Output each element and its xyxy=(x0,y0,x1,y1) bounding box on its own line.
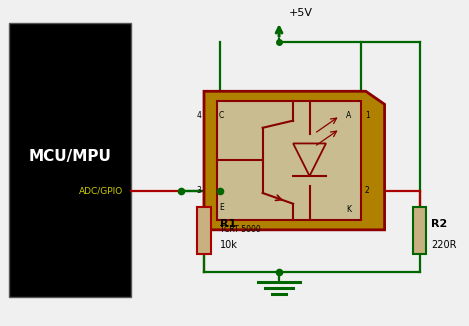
Text: A: A xyxy=(346,111,351,120)
Bar xyxy=(413,207,426,254)
Text: 220R: 220R xyxy=(431,240,457,250)
Bar xyxy=(9,23,131,297)
Text: TCRT 5000: TCRT 5000 xyxy=(220,225,261,234)
Text: C: C xyxy=(219,111,224,120)
Text: MCU/MPU: MCU/MPU xyxy=(29,149,112,164)
Text: K: K xyxy=(346,204,351,214)
Text: 3: 3 xyxy=(197,186,202,195)
Text: R2: R2 xyxy=(431,219,448,229)
Text: 10k: 10k xyxy=(220,240,238,250)
Text: R1: R1 xyxy=(220,219,237,229)
Text: 4: 4 xyxy=(197,111,202,120)
Text: +5V: +5V xyxy=(288,8,312,18)
Text: 1: 1 xyxy=(365,111,370,120)
Bar xyxy=(197,207,211,254)
Bar xyxy=(217,101,361,220)
Text: ADC/GPIO: ADC/GPIO xyxy=(79,186,123,195)
Text: E: E xyxy=(219,203,224,212)
Text: 2: 2 xyxy=(365,186,370,195)
Polygon shape xyxy=(204,91,385,230)
